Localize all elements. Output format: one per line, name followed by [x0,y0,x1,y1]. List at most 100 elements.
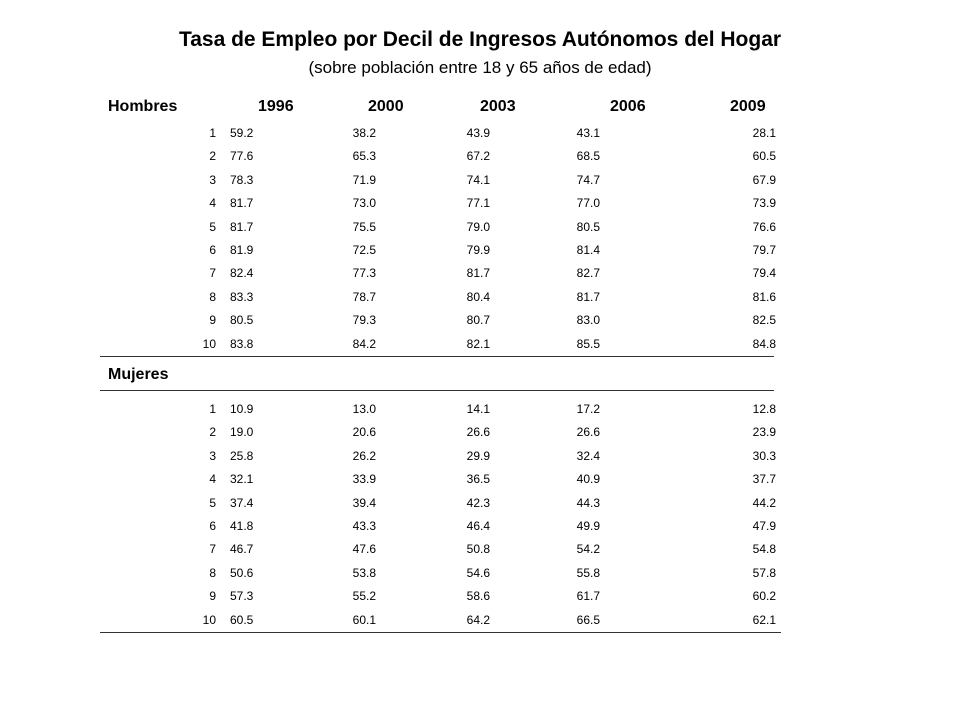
mujeres-value-cell: 26.2 [352,448,376,463]
mujeres-row: 1 10.9 13.0 14.1 17.2 12.8 [100,398,780,421]
hombres-bottom-rule [100,355,774,357]
hombres-value-cell: 81.9 [230,242,254,257]
mujeres-value-cell: 55.8 [576,565,600,580]
page-subtitle: (sobre población entre 18 y 65 años de e… [308,58,652,77]
hombres-value-cell: 79.3 [352,313,376,328]
mujeres-value-cell: 47.9 [752,518,776,533]
mujeres-value-cell: 41.8 [230,518,254,533]
hombres-value-cell: 83.3 [230,289,254,304]
hombres-row: 1 59.2 38.2 43.9 43.1 28.1 [100,122,776,145]
hombres-value-cell: 79.7 [752,242,776,257]
mujeres-value-cell: 23.9 [752,425,776,440]
hombres-value-cell: 67.2 [466,149,490,164]
mujeres-value-cell: 57.3 [230,589,254,604]
hombres-decile-cell: 1 [209,126,216,140]
hombres-value-cell: 43.1 [576,126,600,140]
mujeres-value-cell: 50.6 [230,565,254,580]
mujeres-value-cell: 46.7 [230,542,254,557]
mujeres-value-cell: 36.5 [466,472,490,487]
hombres-value-cell: 77.3 [352,266,376,281]
hombres-row: 7 82.4 77.3 81.7 82.7 79.4 [100,262,776,285]
hombres-value-cell: 74.7 [576,172,600,187]
hombres-row: 3 78.3 71.9 74.1 74.7 67.9 [100,169,776,192]
mujeres-value-cell: 62.1 [752,612,776,627]
mujeres-value-cell: 53.8 [352,565,376,580]
hombres-value-cell: 81.7 [230,196,254,211]
hombres-decile-cell: 4 [209,196,216,211]
hombres-row: 5 81.7 75.5 79.0 80.5 76.6 [100,216,776,239]
hombres-value-cell: 80.4 [466,289,490,304]
hombres-decile-cell: 8 [209,289,216,304]
mujeres-value-cell: 43.3 [352,518,376,533]
mujeres-value-cell: 50.8 [466,542,490,557]
mujeres-row: 5 37.4 39.4 42.3 44.3 44.2 [100,492,780,515]
hombres-value-cell: 80.5 [230,313,254,328]
mujeres-value-cell: 26.6 [576,425,600,440]
hombres-value-cell: 79.0 [466,219,490,234]
mujeres-value-cell: 20.6 [352,425,376,440]
mujeres-decile-cell: 7 [209,542,216,557]
hombres-value-cell: 38.2 [352,126,376,140]
hombres-value-cell: 82.4 [230,266,254,281]
mujeres-value-cell: 58.6 [466,589,490,604]
mujeres-value-cell: 10.9 [230,402,254,416]
mujeres-decile-cell: 8 [209,565,216,580]
hombres-value-cell: 83.8 [230,336,254,351]
mujeres-value-cell: 61.7 [576,589,600,604]
mujeres-table: Mujeres 1 10.9 13.0 14.1 17.2 12.8 2 19.0 20.6 26… [100,362,781,633]
hombres-decile-cell: 3 [209,172,216,187]
mujeres-value-cell: 33.9 [352,472,376,487]
hombres-value-cell: 60.5 [752,149,776,164]
mujeres-value-cell: 57.8 [752,565,776,580]
hombres-row: 8 83.3 78.7 80.4 81.7 81.6 [100,286,776,309]
mujeres-row: 3 25.8 26.2 29.9 32.4 30.3 [100,445,780,468]
page-title: Tasa de Empleo por Decil de Ingresos Aut… [178,28,782,51]
mujeres-value-cell: 17.2 [576,402,600,416]
mujeres-value-cell: 49.9 [576,518,600,533]
hombres-table: Hombres 1996 2000 2003 2006 2009 1 59.2 38… [100,94,776,357]
mujeres-value-cell: 14.1 [466,402,490,416]
mujeres-row: 9 57.3 55.2 58.6 61.7 60.2 [100,585,780,608]
hombres-decile-cell: 9 [209,313,216,328]
hombres-value-cell: 77.1 [466,196,490,211]
hombres-value-cell: 79.4 [752,266,776,281]
hombres-value-cell: 76.6 [752,219,776,234]
mujeres-value-cell: 40.9 [576,472,600,487]
mujeres-value-cell: 64.2 [466,612,490,627]
mujeres-row: 7 46.7 47.6 50.8 54.2 54.8 [100,538,780,561]
hombres-value-cell: 67.9 [752,172,776,187]
hombres-value-cell: 79.9 [466,242,490,257]
hombres-value-cell: 81.7 [230,219,254,234]
hombres-value-cell: 85.5 [576,336,600,351]
mujeres-value-cell: 12.8 [752,402,776,416]
hombres-decile-cell: 10 [202,336,216,351]
mujeres-value-cell: 66.5 [576,612,600,627]
mujeres-value-cell: 44.3 [576,495,600,510]
hombres-row: 10 83.8 84.2 82.1 85.5 84.8 [100,333,776,356]
hombres-value-cell: 68.5 [576,149,600,164]
hombres-rows: 1 59.2 38.2 43.9 43.1 28.1 2 77.6 65.3 67.2 68.5 60… [100,122,776,356]
mujeres-decile-cell: 4 [209,472,216,487]
hombres-value-cell: 72.5 [352,242,376,257]
hombres-value-cell: 75.5 [352,219,376,234]
mujeres-row: 4 32.1 33.9 36.5 40.9 37.7 [100,468,780,491]
mujeres-decile-cell: 5 [209,495,216,510]
mujeres-value-cell: 55.2 [352,589,376,604]
mujeres-value-cell: 54.6 [466,565,490,580]
mujeres-header-row: Mujeres [100,362,780,390]
hombres-value-cell: 43.9 [466,126,490,140]
mujeres-value-cell: 37.7 [752,472,776,487]
hombres-label: Hombres [108,98,178,115]
hombres-value-cell: 77.6 [230,149,254,164]
hombres-value-cell: 74.1 [466,172,490,187]
hombres-value-cell: 83.0 [576,313,600,328]
hombres-value-cell: 73.9 [752,196,776,211]
mujeres-decile-cell: 1 [209,402,216,416]
hombres-value-cell: 81.7 [576,289,600,304]
hombres-decile-cell: 5 [209,219,216,234]
mujeres-value-cell: 44.2 [752,495,776,510]
hombres-value-cell: 73.0 [352,196,376,211]
mujeres-decile-cell: 3 [209,448,216,463]
mujeres-value-cell: 32.1 [230,472,254,487]
mujeres-value-cell: 46.4 [466,518,490,533]
